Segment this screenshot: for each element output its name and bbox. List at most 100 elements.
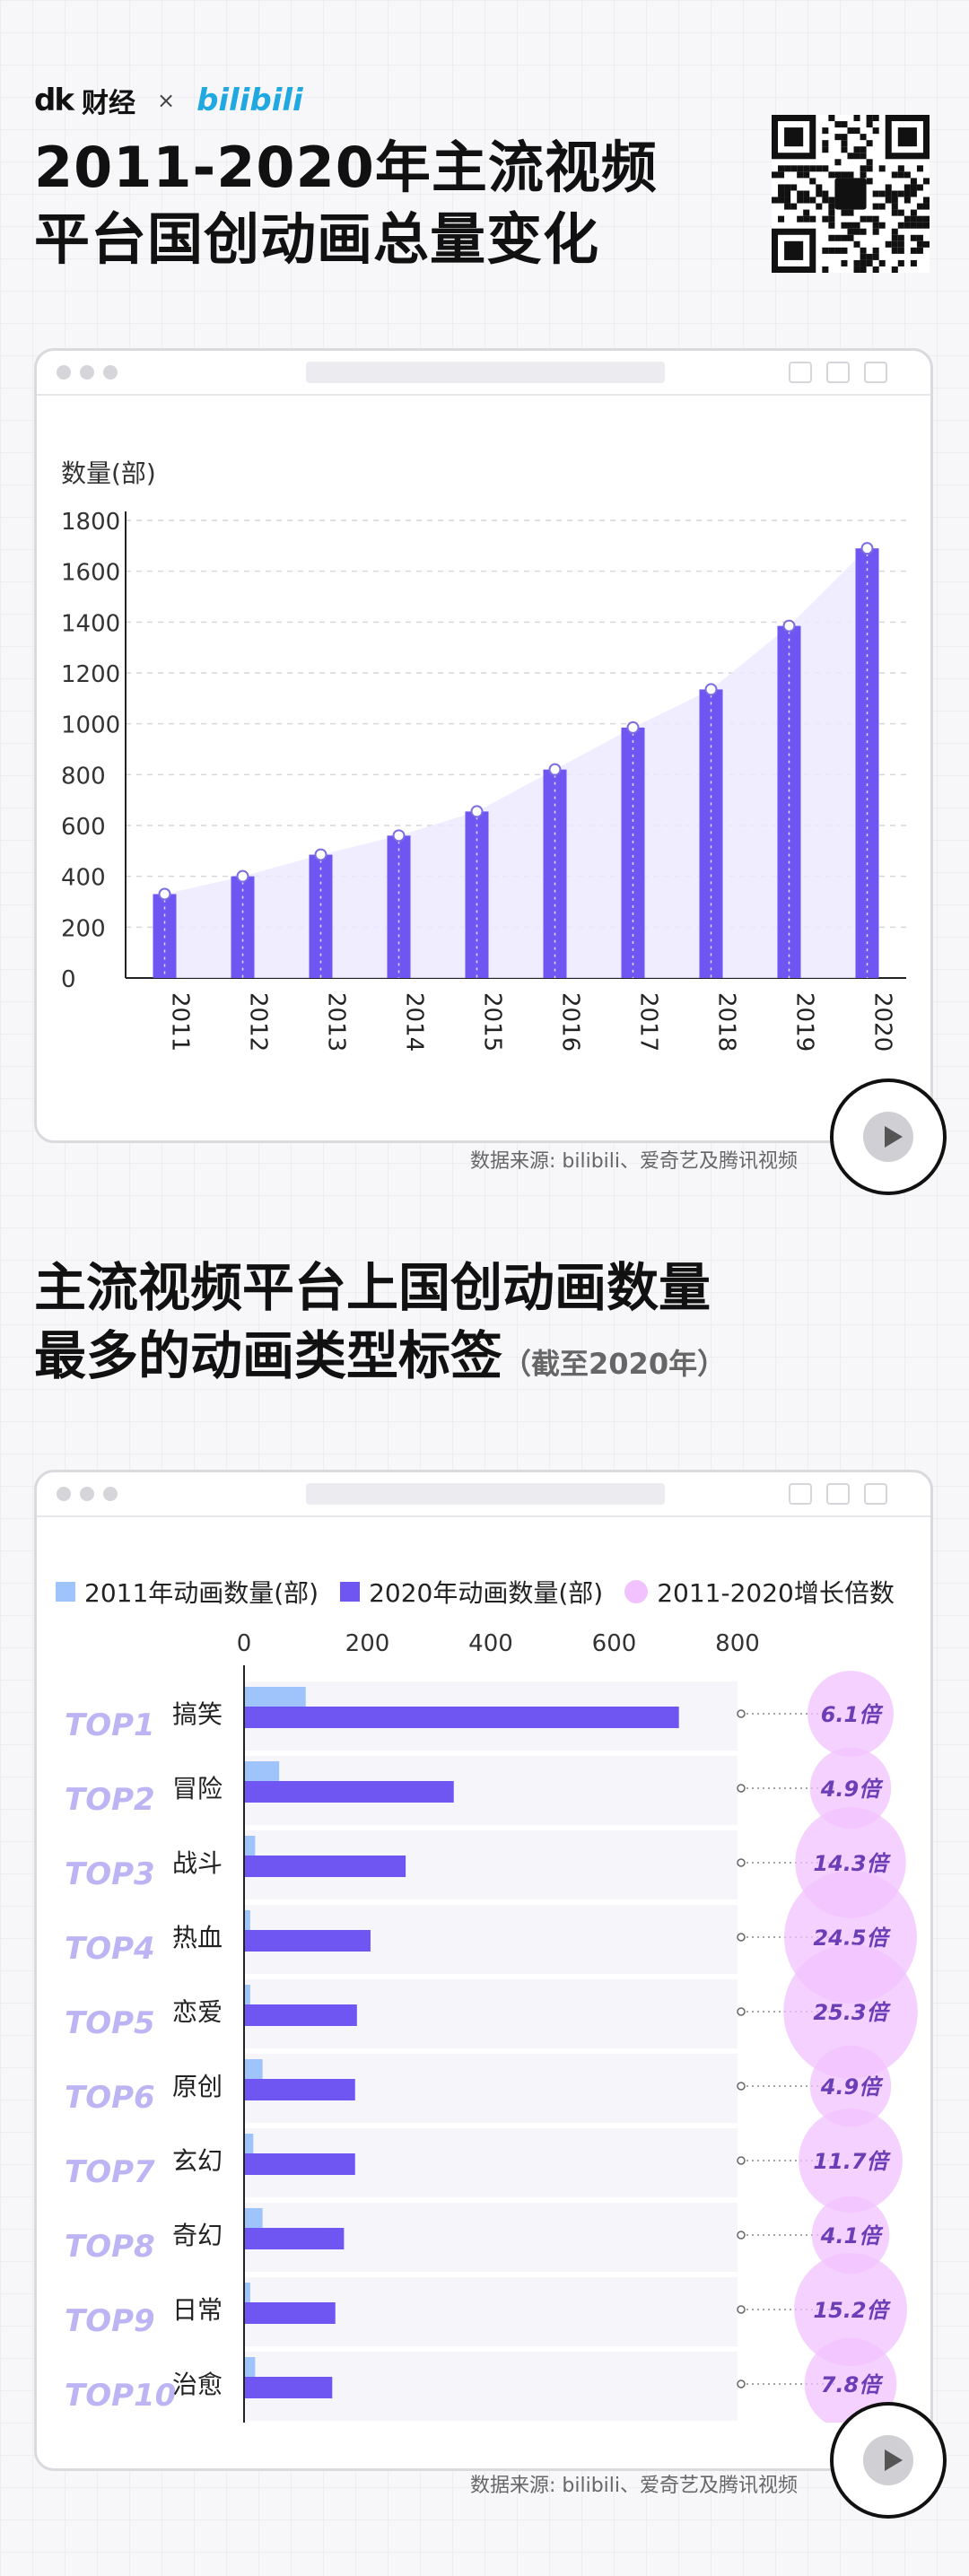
- qr-module: [797, 215, 804, 223]
- qr-module: [860, 146, 867, 153]
- qr-module: [860, 259, 867, 266]
- qr-module: [822, 215, 829, 223]
- qr-module: [916, 184, 923, 191]
- data-point: [626, 720, 640, 734]
- bar-2011: [244, 1985, 250, 2006]
- category-label: 原创: [172, 2072, 223, 2101]
- qr-module: [872, 247, 879, 254]
- bar-2020: [244, 2004, 357, 2026]
- bar-2011: [244, 1761, 280, 1783]
- leader-dot: [737, 2305, 746, 2314]
- category-label: 热血: [172, 1923, 223, 1952]
- bar-2011: [244, 1910, 250, 1932]
- qr-module: [904, 222, 911, 229]
- qr-module: [922, 240, 930, 248]
- qr-module: [910, 247, 917, 254]
- growth-label: 4.9倍: [820, 2074, 885, 2100]
- qr-module: [916, 165, 923, 172]
- window-button: [826, 362, 850, 383]
- x-tick-label: 200: [345, 1630, 390, 1657]
- qr-module: [866, 140, 873, 147]
- bar-2011: [244, 2357, 256, 2379]
- chart1-title-line1: 2011-2020年主流视频: [34, 135, 658, 200]
- window-dot: [103, 365, 118, 380]
- bar-2020: [244, 1930, 371, 1952]
- qr-module: [803, 196, 810, 204]
- qr-module: [834, 234, 842, 241]
- bar: [621, 727, 645, 978]
- bar-2020: [244, 2377, 333, 2398]
- qr-module: [866, 215, 873, 223]
- bar-2011: [244, 1836, 256, 1857]
- qr-module: [866, 253, 873, 260]
- qr-module: [922, 203, 930, 210]
- qr-module: [816, 203, 823, 210]
- qr-module: [860, 253, 867, 260]
- qr-module: [910, 222, 917, 229]
- bar-2020: [244, 2079, 355, 2100]
- address-bar: [306, 1483, 665, 1505]
- chart2-source: 数据来源: bilibili、爱奇艺及腾讯视频: [470, 2475, 799, 2497]
- qr-module: [834, 247, 842, 254]
- qr-module: [872, 222, 879, 229]
- qr-module: [916, 222, 923, 229]
- qr-module: [822, 146, 829, 153]
- qr-module: [841, 121, 848, 128]
- x-tick-label: 2015: [479, 992, 506, 1052]
- qr-module: [834, 134, 842, 141]
- leader-dot: [737, 2231, 746, 2240]
- qr-module: [784, 184, 791, 191]
- qr-module: [891, 203, 898, 210]
- qr-module: [847, 127, 854, 135]
- chart2-title-line2-wrap: 最多的动画类型标签（截至2020年）: [34, 1323, 726, 1397]
- play-icon: [885, 1126, 903, 1148]
- qr-module: [872, 127, 879, 135]
- x-tick-label: 2013: [323, 992, 350, 1052]
- category-label: 搞笑: [172, 1699, 223, 1729]
- qr-module: [897, 209, 904, 216]
- data-point: [860, 542, 874, 555]
- x-tick-label: 2018: [713, 992, 740, 1052]
- growth-label: 4.1倍: [820, 2223, 885, 2249]
- bar-2020: [244, 2153, 355, 2175]
- qr-module: [904, 190, 911, 197]
- x-tick-label: 600: [592, 1630, 637, 1657]
- qr-module: [866, 165, 873, 172]
- qr-module: [778, 184, 785, 191]
- qr-module: [834, 159, 842, 166]
- qr-module: [916, 234, 923, 241]
- qr-module: [891, 228, 898, 235]
- data-point: [392, 829, 406, 843]
- area-fill: [164, 548, 868, 978]
- qr-module: [853, 153, 860, 160]
- qr-module: [797, 171, 804, 179]
- qr-module: [828, 209, 835, 216]
- play-button[interactable]: [830, 2402, 947, 2519]
- qr-module: [904, 171, 911, 179]
- qr-module: [803, 215, 810, 223]
- qr-module: [803, 190, 810, 197]
- qr-module: [866, 121, 873, 128]
- qr-module: [872, 203, 879, 210]
- legend-label-2020: 2020年动画数量(部): [369, 1578, 604, 1608]
- qr-module: [922, 178, 930, 185]
- growth-bubble: [804, 2337, 897, 2423]
- data-point: [236, 869, 249, 883]
- chart2-legend: 2011年动画数量(部) 2020年动画数量(部) 2011-2020增长倍数: [56, 1574, 895, 1610]
- x-tick-label: 2014: [401, 992, 428, 1052]
- growth-label: 7.8倍: [821, 2372, 885, 2397]
- qr-module: [872, 190, 879, 197]
- qr-module: [841, 140, 848, 147]
- qr-module: [897, 222, 904, 229]
- qr-module: [860, 171, 867, 179]
- bar-2011: [244, 2208, 263, 2230]
- qr-module: [860, 215, 867, 223]
- category-label: 战斗: [172, 1848, 223, 1878]
- play-button[interactable]: [830, 1078, 947, 1195]
- bar-2020: [244, 1856, 406, 1877]
- qr-module: [878, 190, 886, 197]
- qr-module: [878, 165, 886, 172]
- qr-module: [897, 190, 904, 197]
- growth-bubble: [809, 2045, 892, 2127]
- growth-bubble: [799, 2109, 903, 2213]
